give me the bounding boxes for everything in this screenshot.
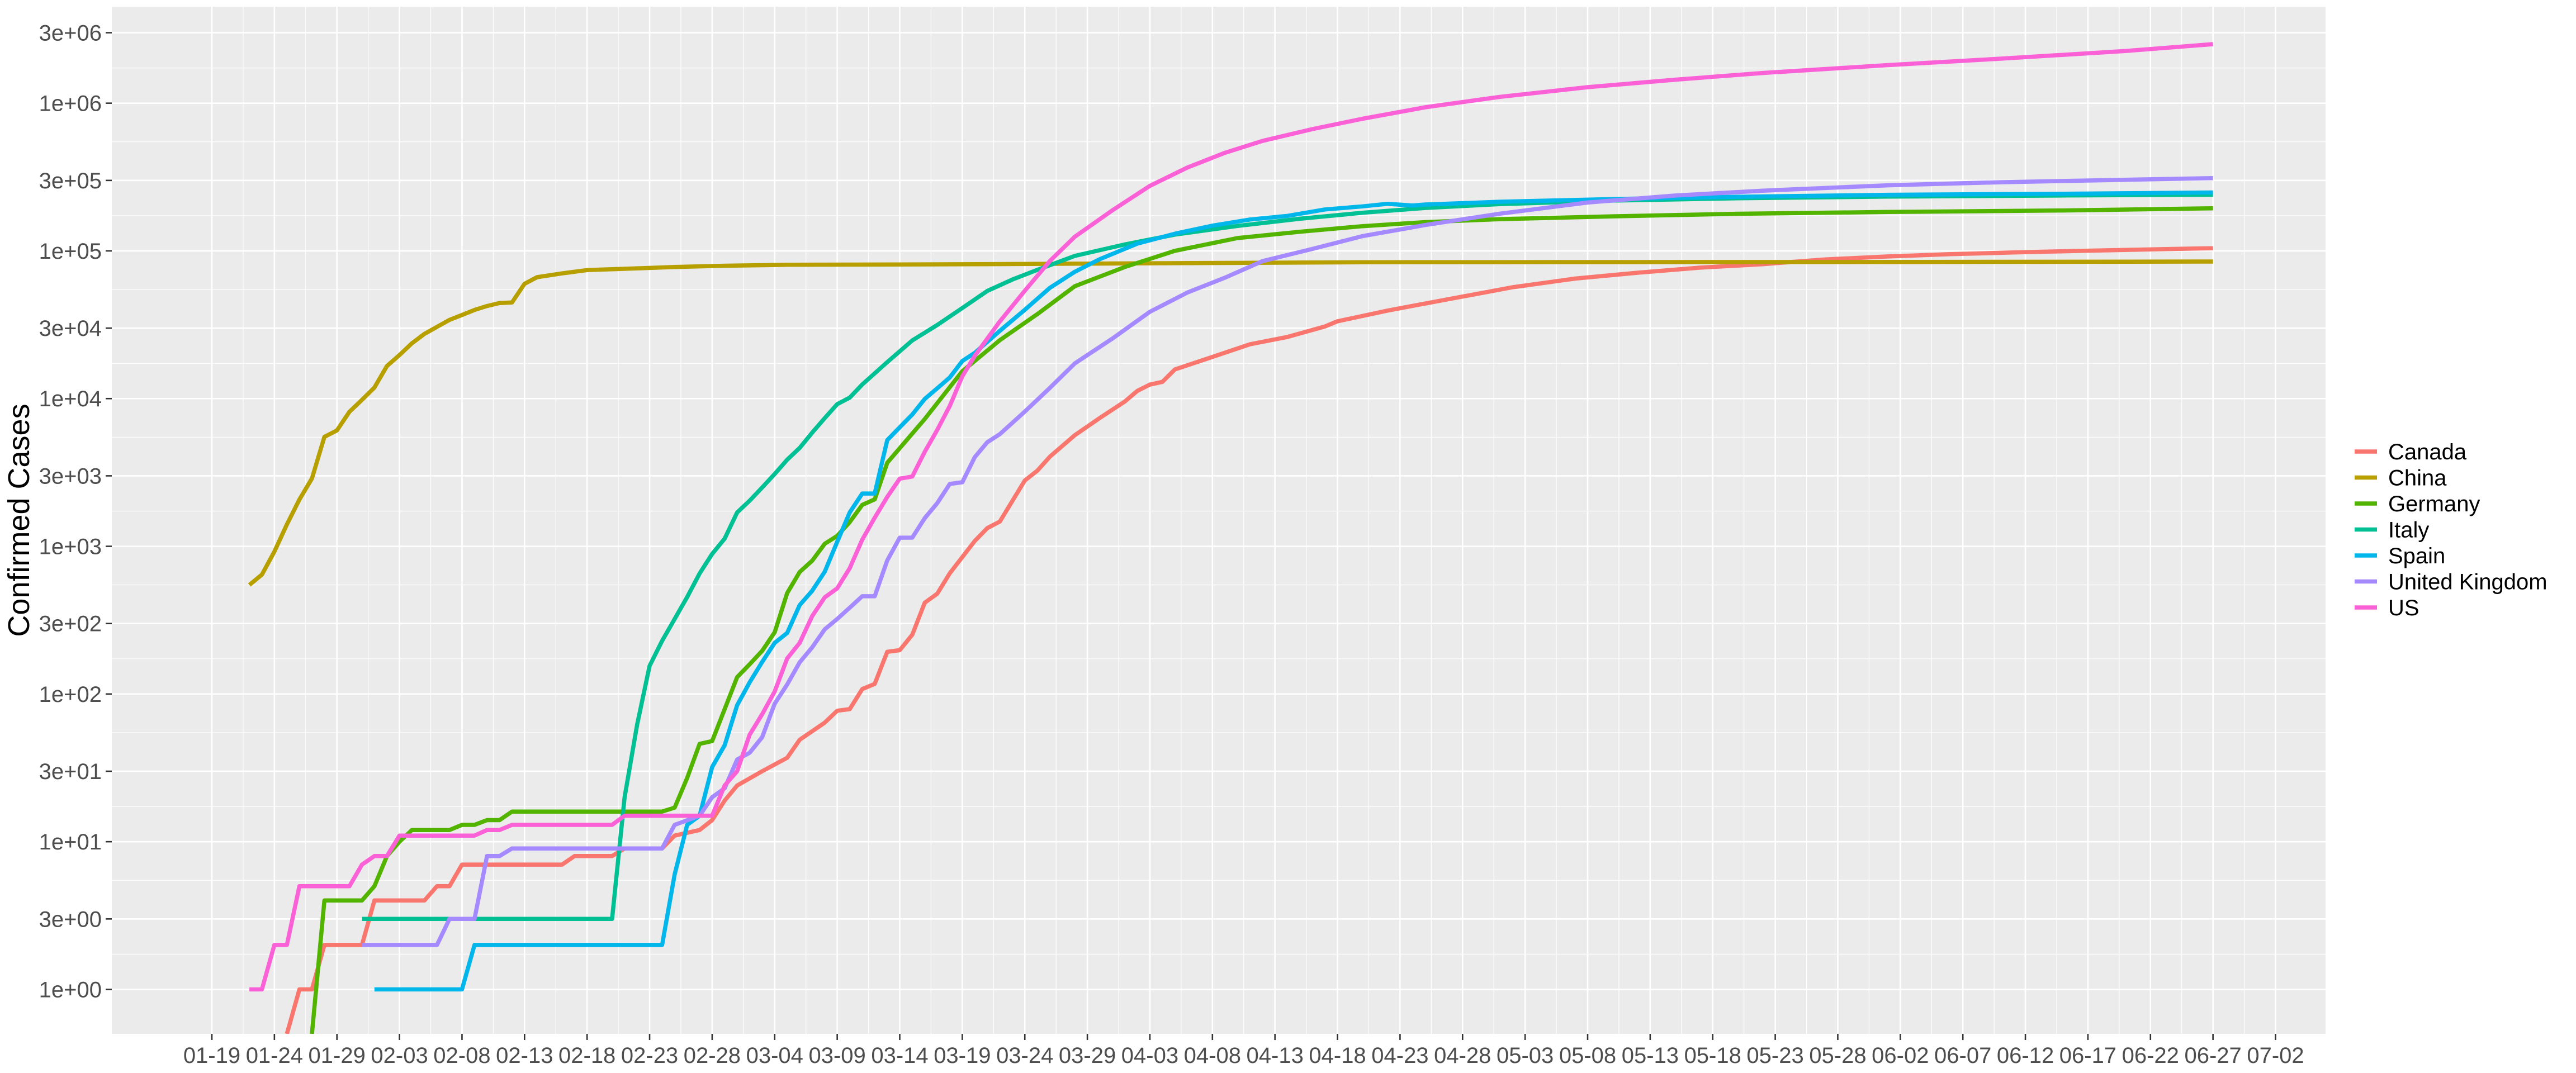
y-tick-label: 1e+06 bbox=[39, 92, 102, 116]
x-tick-label: 04-03 bbox=[1121, 1043, 1178, 1068]
x-tick-label: 02-28 bbox=[684, 1043, 741, 1068]
x-tick-label: 01-24 bbox=[246, 1043, 303, 1068]
x-tick-label: 03-19 bbox=[934, 1043, 991, 1068]
x-tick-label: 05-23 bbox=[1746, 1043, 1803, 1068]
x-tick-label: 03-14 bbox=[871, 1043, 928, 1068]
x-tick-label: 04-18 bbox=[1309, 1043, 1366, 1068]
x-tick-label: 04-13 bbox=[1247, 1043, 1304, 1068]
y-tick-label: 3e+03 bbox=[39, 464, 102, 488]
y-tick-label: 1e+02 bbox=[39, 682, 102, 707]
y-tick-label: 3e+05 bbox=[39, 169, 102, 193]
x-tick-label: 05-28 bbox=[1809, 1043, 1866, 1068]
series-line-us bbox=[249, 42, 2213, 992]
legend-label-united-kingdom: United Kingdom bbox=[2388, 570, 2547, 595]
series-line-canada bbox=[285, 246, 2213, 1034]
x-tick-label: 02-03 bbox=[371, 1043, 428, 1068]
series-line-spain bbox=[374, 190, 2213, 992]
y-tick-label: 1e+03 bbox=[39, 535, 102, 559]
x-tick-label: 05-03 bbox=[1497, 1043, 1554, 1068]
x-tick-label: 05-18 bbox=[1684, 1043, 1741, 1068]
legend-label-germany: Germany bbox=[2388, 492, 2480, 516]
y-tick-label: 1e+00 bbox=[39, 977, 102, 1002]
x-tick-label: 06-17 bbox=[2059, 1043, 2116, 1068]
legend-label-us: US bbox=[2388, 596, 2419, 620]
y-tick-label: 3e+06 bbox=[39, 21, 102, 46]
x-tick-label: 02-18 bbox=[558, 1043, 615, 1068]
x-tick-label: 05-08 bbox=[1559, 1043, 1616, 1068]
series-line-italy bbox=[362, 192, 2213, 922]
y-axis: 1e+00 3e+00 1e+01 3e+01 1e+02 3e+02 1e+03 3e+03… bbox=[39, 21, 112, 1002]
x-tick-label: 03-09 bbox=[808, 1043, 865, 1068]
y-tick-label: 1e+01 bbox=[39, 830, 102, 854]
x-tick-label: 05-13 bbox=[1622, 1043, 1679, 1068]
plot-panel bbox=[112, 7, 2326, 1034]
x-axis: 01-19 01-24 01-29 02-03 02-08 02-13 02-18 02-23… bbox=[183, 1034, 2304, 1068]
x-tick-label: 06-27 bbox=[2184, 1043, 2241, 1068]
x-tick-label: 03-24 bbox=[996, 1043, 1053, 1068]
y-tick-label: 3e+04 bbox=[39, 316, 102, 341]
x-tick-label: 06-22 bbox=[2122, 1043, 2179, 1068]
series-line-germany bbox=[310, 206, 2213, 1034]
x-tick-label: 04-28 bbox=[1434, 1043, 1491, 1068]
x-tick-label: 03-04 bbox=[746, 1043, 803, 1068]
legend-label-spain: Spain bbox=[2388, 544, 2445, 568]
y-tick-label: 3e+01 bbox=[39, 759, 102, 784]
y-tick-label: 3e+00 bbox=[39, 907, 102, 932]
major-gridlines bbox=[112, 7, 2326, 1034]
minor-gridlines bbox=[112, 7, 2326, 1034]
x-tick-label: 06-07 bbox=[1934, 1043, 1991, 1068]
x-tick-label: 06-02 bbox=[1872, 1043, 1929, 1068]
series-line-united-kingdom bbox=[362, 175, 2213, 947]
x-tick-label: 04-23 bbox=[1371, 1043, 1428, 1068]
series-lines bbox=[248, 42, 2213, 1034]
x-tick-label: 03-29 bbox=[1059, 1043, 1116, 1068]
y-tick-label: 1e+04 bbox=[39, 387, 102, 411]
x-tick-label: 01-29 bbox=[309, 1043, 366, 1068]
y-tick-label: 1e+05 bbox=[39, 239, 102, 264]
x-tick-label: 02-13 bbox=[496, 1043, 553, 1068]
x-tick-label: 02-08 bbox=[433, 1043, 490, 1068]
y-tick-label: 3e+02 bbox=[39, 612, 102, 637]
legend-label-canada: Canada bbox=[2388, 440, 2467, 464]
x-tick-label: 02-23 bbox=[621, 1043, 678, 1068]
legend-label-china: China bbox=[2388, 466, 2447, 491]
x-tick-label: 07-02 bbox=[2247, 1043, 2304, 1068]
x-tick-label: 06-12 bbox=[1997, 1043, 2054, 1068]
y-axis-title: Confirmed Cases bbox=[2, 403, 36, 637]
legend-label-italy: Italy bbox=[2388, 518, 2429, 543]
x-tick-label: 04-08 bbox=[1184, 1043, 1241, 1068]
x-tick-label: 01-19 bbox=[183, 1043, 240, 1068]
series-line-china bbox=[248, 259, 2213, 587]
